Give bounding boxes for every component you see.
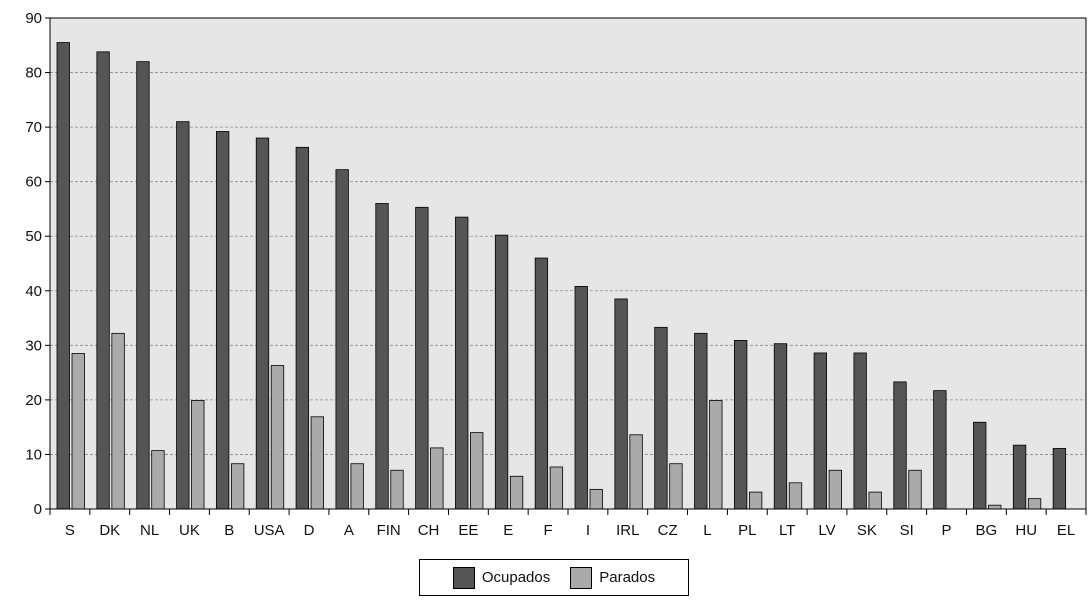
y-tick-label: 80 [25, 65, 42, 82]
legend-item-ocupados: Ocupados [452, 566, 551, 589]
y-tick-label: 0 [34, 501, 42, 518]
bar-ocupados [574, 286, 588, 510]
x-tick-label: BG [976, 522, 998, 539]
x-tick-label: FIN [377, 522, 401, 539]
x-tick-label: HU [1015, 522, 1037, 539]
bar-parados [549, 466, 564, 510]
x-tick-label: SI [900, 522, 914, 539]
y-tick-label: 40 [25, 283, 42, 300]
bar-ocupados [255, 137, 270, 510]
bar-parados [390, 469, 404, 510]
bar-parados [191, 400, 205, 510]
plot-area [50, 18, 1086, 509]
bar-ocupados [96, 51, 110, 510]
x-tick-label: IRL [616, 522, 639, 539]
x-tick-label: A [344, 522, 354, 539]
bar-parados [908, 469, 922, 510]
bar-ocupados [933, 390, 947, 510]
x-tick-label: LV [818, 522, 835, 539]
x-tick-label: P [942, 522, 952, 539]
x-tick-label: DK [99, 522, 120, 539]
x-tick-label: USA [254, 522, 285, 539]
bar-ocupados [1012, 444, 1027, 510]
bar-parados [230, 463, 245, 510]
x-tick-label: D [304, 522, 315, 539]
x-tick-label: S [65, 522, 75, 539]
bar-parados [270, 365, 285, 510]
y-tick-label: 10 [25, 446, 42, 463]
bar-parados [589, 488, 603, 510]
bar-ocupados [694, 332, 708, 510]
x-tick-label: EL [1057, 522, 1075, 539]
bar-ocupados [415, 206, 429, 510]
legend: Ocupados Parados [419, 559, 689, 596]
x-tick-label: B [224, 522, 234, 539]
bar-parados [868, 491, 882, 510]
bar-ocupados [335, 169, 349, 510]
legend-item-parados: Parados [570, 566, 656, 589]
x-tick-label: PL [738, 522, 756, 539]
x-tick-label: SK [857, 522, 877, 539]
y-tick-label: 20 [25, 392, 42, 409]
bar-parados [151, 450, 165, 510]
bar-ocupados [455, 216, 469, 510]
y-tick-label: 90 [25, 10, 42, 27]
bar-ocupados [1052, 448, 1067, 510]
bar-ocupados [534, 257, 549, 510]
bar-ocupados [893, 381, 907, 510]
x-tick-label: EE [458, 522, 478, 539]
x-tick-label: F [543, 522, 552, 539]
bar-parados [828, 469, 842, 510]
y-tick-label: 50 [25, 228, 42, 245]
bar-ocupados [853, 352, 867, 510]
bar-ocupados [773, 343, 788, 510]
legend-label-parados: Parados [599, 569, 656, 586]
bar-ocupados [176, 121, 190, 510]
bar-parados [310, 416, 324, 510]
bar-parados [1027, 498, 1042, 510]
bar-ocupados [494, 234, 509, 510]
y-tick-label: 60 [25, 174, 42, 191]
bar-ocupados [375, 203, 389, 510]
bar-ocupados [733, 340, 748, 510]
bar-ocupados [813, 352, 827, 510]
bar-parados [470, 432, 484, 510]
bar-parados [71, 353, 85, 510]
y-tick-label: 70 [25, 119, 42, 136]
plot-frame [49, 17, 1087, 510]
x-tick-label: E [503, 522, 513, 539]
legend-swatch-parados [570, 566, 593, 589]
x-tick-label: L [703, 522, 711, 539]
bar-parados [430, 447, 444, 510]
bar-parados [350, 463, 364, 510]
legend-label-ocupados: Ocupados [481, 569, 551, 586]
x-tick-label: CH [418, 522, 440, 539]
bar-ocupados [56, 42, 70, 510]
bar-ocupados [295, 146, 309, 510]
bar-parados [709, 400, 723, 510]
bar-ocupados [614, 298, 628, 510]
x-tick-label: UK [179, 522, 200, 539]
bar-parados [669, 463, 683, 510]
bar-ocupados [654, 326, 668, 510]
bar-parados [988, 504, 1002, 510]
bar-parados [111, 332, 125, 510]
x-tick-label: CZ [658, 522, 678, 539]
bar-ocupados [973, 421, 987, 510]
bar-parados [509, 475, 524, 510]
x-tick-label: I [586, 522, 590, 539]
bar-parados [629, 434, 643, 510]
y-tick-label: 30 [25, 337, 42, 354]
bar-parados [788, 482, 803, 510]
bar-parados [748, 491, 763, 510]
legend-swatch-ocupados [452, 566, 475, 589]
bar-ocupados [136, 61, 150, 510]
x-tick-label: LT [779, 522, 795, 539]
x-tick-label: NL [140, 522, 159, 539]
bar-ocupados [215, 131, 230, 510]
